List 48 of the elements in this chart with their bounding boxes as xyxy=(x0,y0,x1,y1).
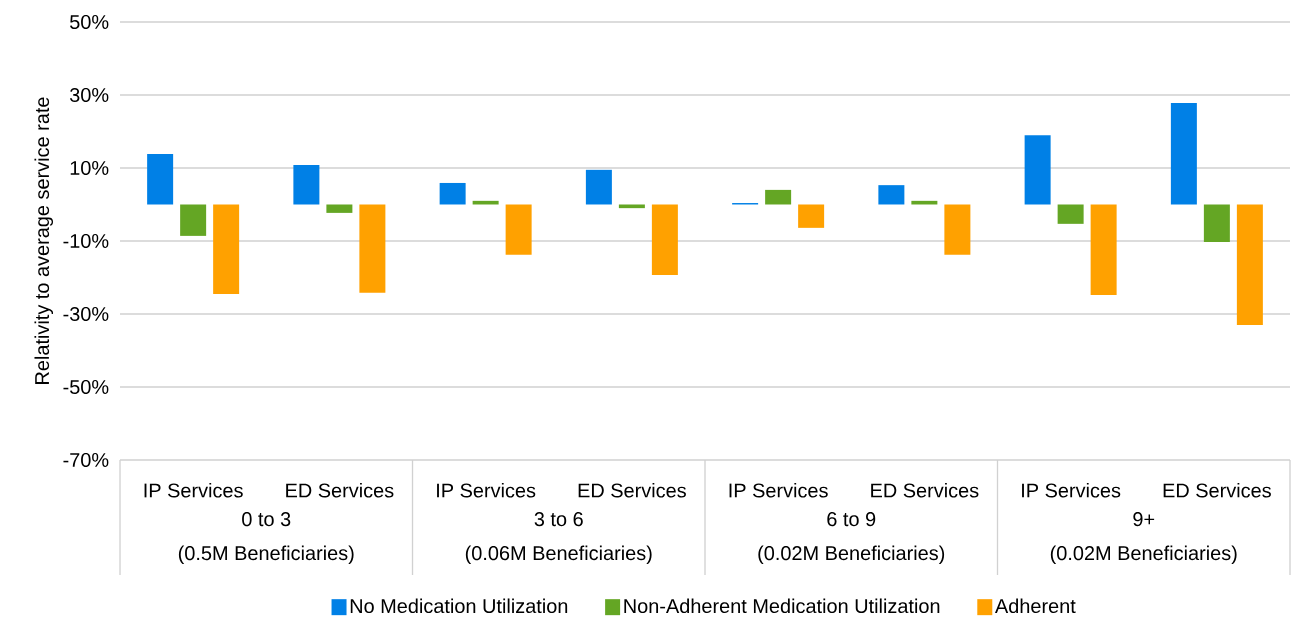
bar xyxy=(147,154,174,205)
text: 0 to 3 xyxy=(242,511,291,527)
bar xyxy=(1203,204,1230,242)
text: 9+ xyxy=(1133,511,1155,527)
bar xyxy=(1170,102,1197,205)
text: 3 to 6 xyxy=(534,511,583,527)
legend-label: Adherent xyxy=(994,598,1076,613)
y-tick-label: -10% xyxy=(63,233,109,248)
x-tick-label: IP Services xyxy=(729,482,828,498)
text: (0.02M Beneficiaries) xyxy=(1050,545,1237,565)
bar xyxy=(439,182,466,205)
legend-label: Non-Adherent Medication Utilization xyxy=(624,598,940,613)
bar xyxy=(765,189,792,205)
y-tick-label: -70% xyxy=(63,452,109,467)
y-tick-label: -50% xyxy=(63,379,109,394)
x-tick-label: ED Services xyxy=(578,482,686,498)
x-tick-label: IP Services xyxy=(1022,482,1121,498)
bar xyxy=(1090,204,1117,295)
bar xyxy=(585,169,612,205)
x-tick-label: ED Services xyxy=(871,482,979,498)
legend-label: No Medication Utilization xyxy=(350,598,568,613)
bar xyxy=(1057,204,1084,224)
text: (0.02M Beneficiaries) xyxy=(758,545,945,565)
bar xyxy=(180,204,207,236)
text: 6 to 9 xyxy=(827,511,876,527)
x-tick-label: ED Services xyxy=(286,482,394,498)
bar xyxy=(326,204,353,213)
bar xyxy=(1024,135,1051,205)
y-tick-label: 10% xyxy=(70,160,109,175)
bar xyxy=(505,204,532,255)
y-axis-title: Relativity to average service rate xyxy=(34,97,54,384)
bar xyxy=(293,164,320,205)
bar xyxy=(944,204,971,255)
y-tick-label: 50% xyxy=(70,14,109,29)
text: (0.06M Beneficiaries) xyxy=(465,545,652,565)
bar xyxy=(618,204,645,209)
bar xyxy=(651,204,678,275)
bar xyxy=(878,185,905,205)
bar xyxy=(359,204,386,293)
x-tick-label: ED Services xyxy=(1163,482,1271,498)
x-tick-label: IP Services xyxy=(144,482,243,498)
bar xyxy=(1236,204,1263,325)
x-tick-label: IP Services xyxy=(437,482,536,498)
y-tick-label: 30% xyxy=(69,87,109,102)
bar xyxy=(798,204,825,228)
text: (0.5M Beneficiaries) xyxy=(178,545,354,565)
bar xyxy=(213,204,240,294)
y-tick-label: -30% xyxy=(63,306,109,321)
